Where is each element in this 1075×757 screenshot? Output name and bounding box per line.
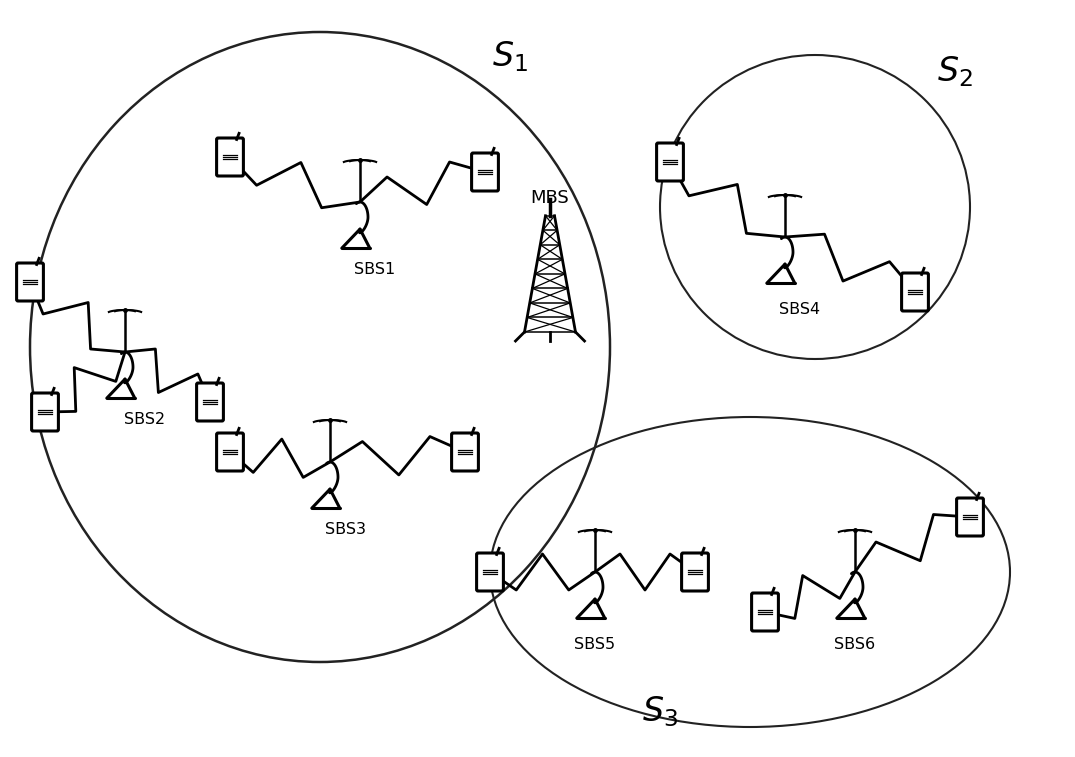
- FancyBboxPatch shape: [216, 433, 243, 471]
- FancyBboxPatch shape: [957, 498, 984, 536]
- Text: SBS6: SBS6: [834, 637, 875, 652]
- FancyBboxPatch shape: [452, 433, 478, 471]
- FancyBboxPatch shape: [682, 553, 708, 591]
- FancyBboxPatch shape: [31, 393, 58, 431]
- Text: SBS5: SBS5: [574, 637, 616, 652]
- Text: SBS2: SBS2: [125, 412, 166, 427]
- Text: MBS: MBS: [531, 189, 570, 207]
- FancyBboxPatch shape: [472, 153, 499, 191]
- FancyBboxPatch shape: [16, 263, 43, 301]
- FancyBboxPatch shape: [902, 273, 929, 311]
- Text: SBS4: SBS4: [779, 302, 820, 317]
- FancyBboxPatch shape: [657, 143, 684, 181]
- FancyBboxPatch shape: [476, 553, 503, 591]
- Text: SBS3: SBS3: [325, 522, 366, 537]
- Text: $S_3$: $S_3$: [642, 695, 678, 729]
- Text: SBS1: SBS1: [355, 262, 396, 277]
- Text: $S_1$: $S_1$: [492, 39, 528, 74]
- Text: $S_2$: $S_2$: [937, 55, 973, 89]
- FancyBboxPatch shape: [216, 138, 243, 176]
- FancyBboxPatch shape: [197, 383, 224, 421]
- FancyBboxPatch shape: [751, 593, 778, 631]
